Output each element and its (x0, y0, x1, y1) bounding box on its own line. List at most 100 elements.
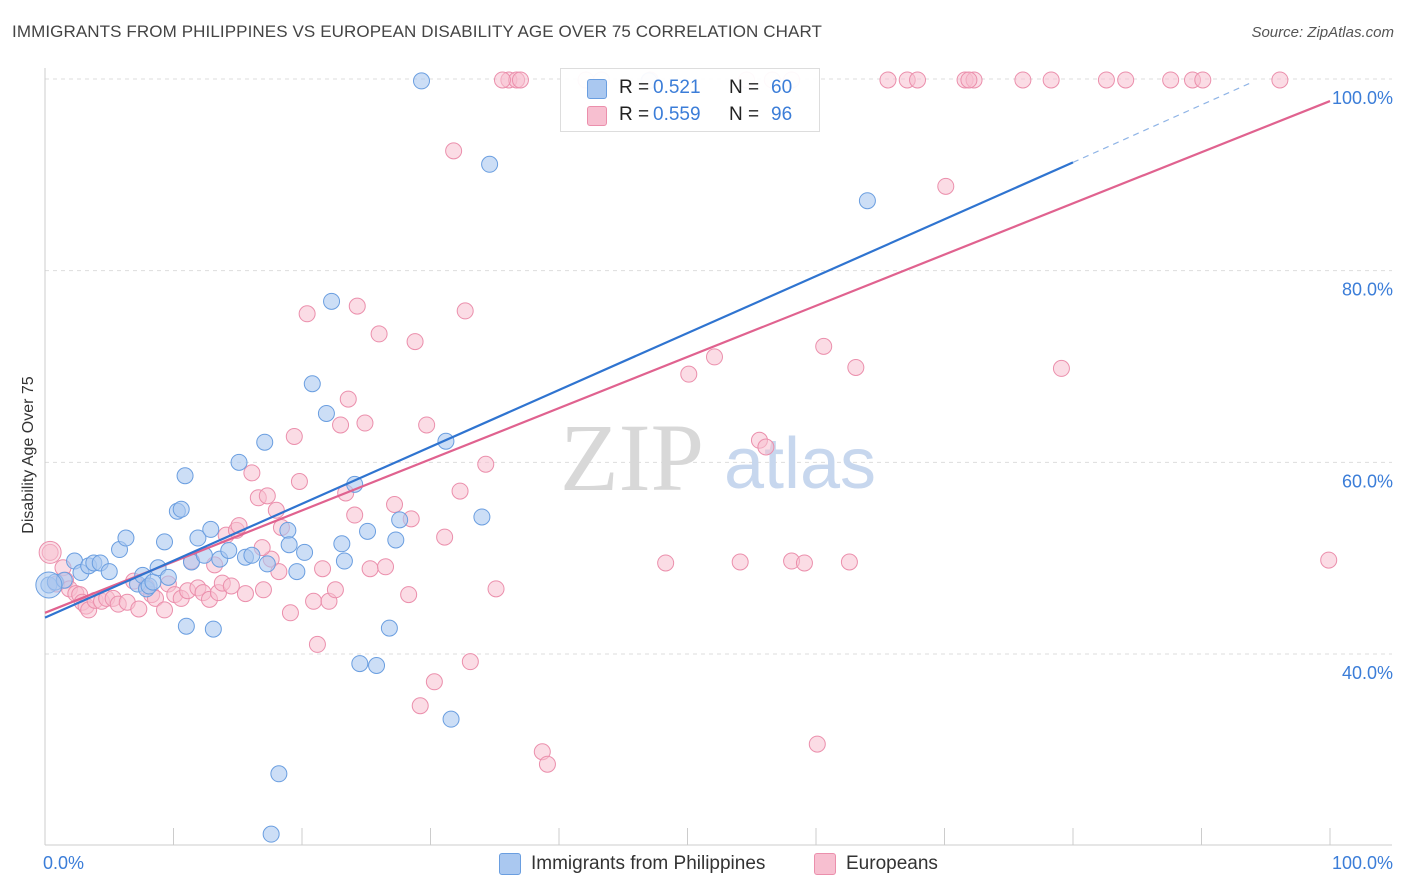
europeans-point (445, 142, 463, 160)
philippines-point (391, 511, 409, 529)
europeans-point (281, 604, 299, 622)
europeans-point (346, 506, 364, 524)
philippines-point (368, 657, 386, 674)
philippines-point (189, 529, 207, 547)
philippines-point (303, 375, 321, 393)
philippines-point (351, 655, 369, 673)
europeans-point (326, 581, 344, 599)
philippines-point (413, 72, 431, 90)
legend-r-label: R = (619, 104, 650, 125)
legend-row-europeans: R = 0.559 N = 96 (561, 102, 819, 128)
philippines-point (262, 825, 280, 843)
legend-swatch-pink (587, 106, 607, 126)
europeans-point (477, 455, 495, 473)
legend-r-value: 0.559 (653, 104, 701, 125)
grid-lines (45, 78, 1392, 655)
philippines-point (204, 620, 222, 638)
europeans-point (308, 635, 326, 653)
europeans-point (38, 540, 62, 564)
europeans-point (314, 560, 332, 578)
europeans-point (1014, 71, 1032, 89)
legend-swatch-blue (499, 853, 521, 875)
philippines-point (230, 453, 248, 471)
europeans-point (795, 554, 813, 572)
europeans-trend-line (44, 100, 1331, 614)
philippines-point (280, 536, 298, 554)
europeans-point (757, 438, 775, 456)
europeans-point (370, 325, 388, 343)
europeans-point (400, 586, 418, 604)
philippines-point (473, 508, 491, 526)
europeans-point (285, 427, 303, 445)
europeans-point (436, 528, 454, 546)
philippines-point (100, 563, 118, 581)
philippines-point (258, 555, 276, 573)
legend-n-value: 60 (771, 77, 793, 98)
europeans-point (456, 302, 474, 320)
europeans-point (130, 600, 148, 618)
philippines-point (256, 433, 274, 451)
europeans-point (1194, 71, 1212, 89)
watermark-atlas: atlas (724, 424, 876, 504)
europeans-point (840, 553, 858, 571)
europeans-point (451, 482, 469, 500)
legend-n-label: N = (729, 104, 760, 125)
legend-n-value: 96 (771, 104, 793, 125)
philippines-point (144, 573, 162, 591)
europeans-point (815, 337, 833, 355)
philippines-point (317, 404, 335, 422)
europeans-point (425, 673, 443, 691)
europeans-point (361, 560, 379, 578)
europeans-point (332, 416, 350, 434)
philippines-point (172, 500, 190, 518)
europeans-point (156, 601, 174, 619)
europeans-point (657, 554, 675, 572)
philippines-point (359, 522, 377, 540)
europeans-point (461, 653, 479, 671)
philippines-point (442, 710, 460, 728)
europeans-point (298, 305, 316, 323)
philippines-point (333, 535, 351, 553)
europeans-point (236, 585, 254, 603)
philippines-point (858, 192, 876, 210)
philippines-point (296, 543, 314, 561)
europeans-point (1162, 71, 1180, 89)
philippines-point (176, 467, 194, 485)
europeans-point (411, 697, 429, 715)
philippines-point (202, 520, 220, 538)
europeans-point (386, 496, 404, 513)
philippines-point (481, 155, 499, 173)
chart-title: IMMIGRANTS FROM PHILIPPINES VS EUROPEAN … (12, 22, 823, 41)
y-tick-labels: 40.0% 60.0% 80.0% 100.0% (1332, 88, 1393, 683)
philippines-point (323, 292, 341, 310)
europeans-point (511, 71, 529, 89)
legend-row-philippines: R = 0.521 N = 60 (561, 75, 819, 101)
philippines-trend-extension (1072, 81, 1254, 163)
philippines-point (159, 568, 177, 586)
europeans-point (1320, 551, 1338, 569)
europeans-point (1271, 71, 1289, 89)
europeans-point (847, 358, 865, 376)
philippines-point (156, 533, 174, 551)
philippines-point (117, 529, 135, 547)
philippines-trend-line (44, 161, 1074, 619)
legend-label: Immigrants from Philippines (531, 853, 766, 874)
philippines-point (380, 619, 398, 637)
europeans-point (1117, 71, 1135, 89)
europeans-point (909, 71, 927, 89)
europeans-point (937, 177, 955, 195)
y-tick-label: 40.0% (1342, 663, 1393, 683)
x-tick-label: 0.0% (43, 853, 84, 873)
europeans-point (258, 487, 276, 505)
europeans-point (348, 297, 366, 315)
europeans-point (254, 581, 272, 599)
europeans-point (808, 735, 826, 753)
legend-r-value: 0.521 (653, 77, 701, 98)
philippines-point (288, 563, 306, 581)
philippines-point (335, 552, 353, 570)
europeans-point (1042, 71, 1060, 89)
philippines-point (177, 617, 195, 635)
europeans-point (879, 71, 897, 89)
europeans-point (1097, 71, 1115, 89)
europeans-point (418, 416, 436, 434)
